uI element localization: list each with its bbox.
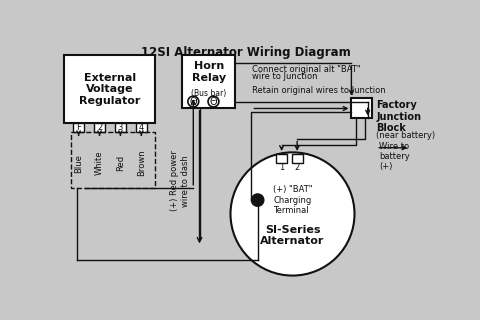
Bar xyxy=(71,132,155,188)
Text: 1: 1 xyxy=(279,163,284,172)
Text: Factory
Junction
Block: Factory Junction Block xyxy=(376,100,421,133)
Text: F: F xyxy=(76,123,81,132)
Text: Wire to
battery
(+): Wire to battery (+) xyxy=(379,141,410,172)
Bar xyxy=(276,154,287,163)
Text: (+) "BAT"
Charging
Terminal: (+) "BAT" Charging Terminal xyxy=(273,185,312,215)
Text: 2: 2 xyxy=(295,163,300,172)
Text: SI-Series
Alternator: SI-Series Alternator xyxy=(260,225,324,246)
Bar xyxy=(292,154,302,163)
Text: Retain original wires to Junction: Retain original wires to Junction xyxy=(252,86,386,95)
Bar xyxy=(64,55,156,123)
Text: Red: Red xyxy=(116,155,125,171)
Text: (Bus bar): (Bus bar) xyxy=(191,89,227,98)
Text: 4: 4 xyxy=(139,123,144,132)
Text: 3: 3 xyxy=(118,123,123,132)
Bar xyxy=(351,99,372,118)
Text: Horn
Relay: Horn Relay xyxy=(192,61,226,83)
Bar xyxy=(182,55,235,108)
Bar xyxy=(94,123,105,132)
Text: (near battery): (near battery) xyxy=(376,131,435,140)
Bar xyxy=(136,123,147,132)
Circle shape xyxy=(230,152,355,276)
Text: External
Voltage
Regulator: External Voltage Regulator xyxy=(79,73,140,106)
Text: Brown: Brown xyxy=(137,150,146,176)
Text: White: White xyxy=(95,151,104,175)
Text: Θ: Θ xyxy=(190,97,197,107)
Text: 12SI Alternator Wiring Diagram: 12SI Alternator Wiring Diagram xyxy=(141,46,351,59)
Bar xyxy=(73,123,84,132)
Text: Θ: Θ xyxy=(210,97,217,107)
Circle shape xyxy=(252,194,264,206)
Text: wire to Junction: wire to Junction xyxy=(252,72,318,81)
Circle shape xyxy=(188,96,199,107)
Text: Blue: Blue xyxy=(74,154,83,172)
Bar xyxy=(115,123,126,132)
Text: (+) Red power
wire to dash: (+) Red power wire to dash xyxy=(170,150,190,211)
Circle shape xyxy=(208,96,219,107)
Text: 2: 2 xyxy=(97,123,102,132)
Text: Connect original alt "BAT": Connect original alt "BAT" xyxy=(252,65,361,74)
